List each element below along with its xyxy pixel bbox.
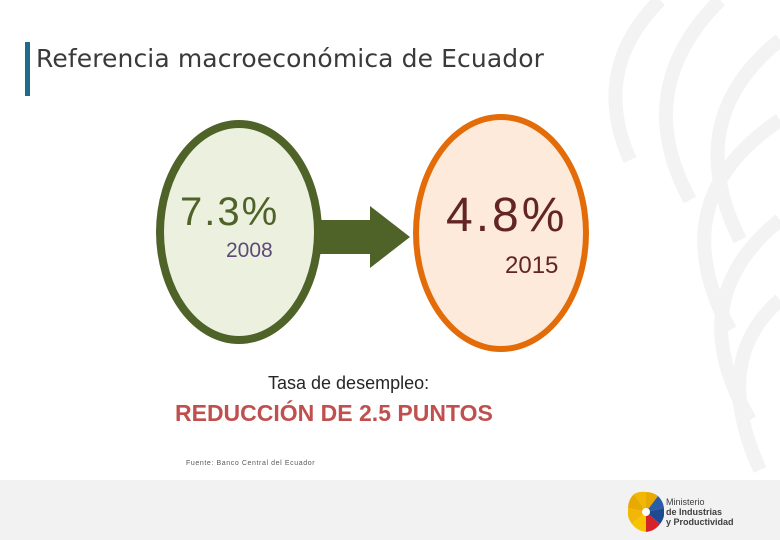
logo-line-1: Ministerio (666, 497, 705, 507)
logo-line-3: y Productividad (666, 517, 734, 527)
ministry-logo-icon (628, 491, 664, 532)
circle-2015 (413, 114, 589, 352)
circle-2008 (156, 120, 322, 344)
slide-title: Referencia macroeconómica de Ecuador (36, 44, 544, 73)
indicator-label: Tasa de desempleo: (268, 373, 430, 393)
title-accent-bar (25, 42, 30, 96)
background-swirl-pattern (608, 0, 780, 473)
ministry-logo-text: Ministerio de Industrias y Productividad (666, 497, 734, 527)
value-2008: 7.3% (180, 190, 280, 234)
value-2015: 4.8% (446, 189, 568, 242)
year-2008-label: 2008 (226, 239, 273, 262)
source-note: Fuente: Banco Central del Ecuador (186, 460, 316, 467)
headline: REDUCCIÓN DE 2.5 PUNTOS (175, 400, 493, 426)
logo-line-2: de Industrias (666, 507, 723, 517)
right-arrow-icon (314, 206, 410, 268)
year-2015-label: 2015 (505, 252, 559, 279)
